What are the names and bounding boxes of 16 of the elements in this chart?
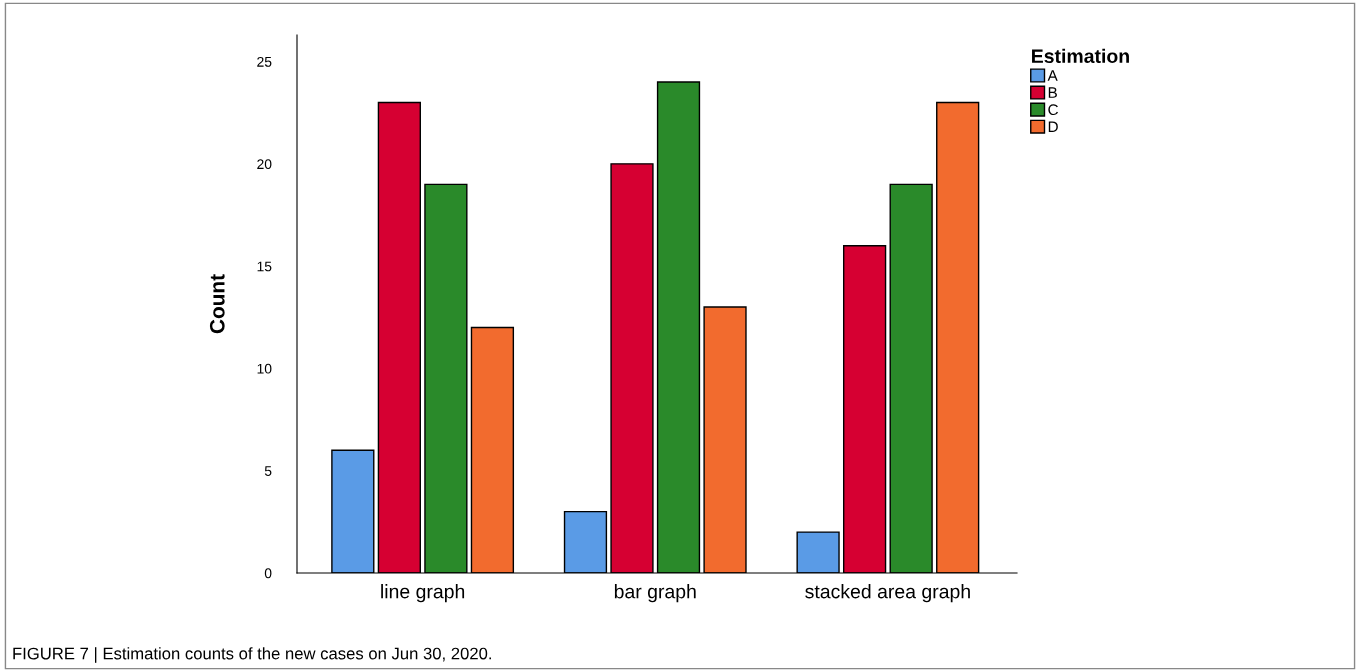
legend-label: D [1048, 121, 1058, 132]
y-tick-label: 0 [264, 568, 272, 579]
y-tick-label: 20 [257, 159, 272, 170]
x-tick-label: bar graph [614, 584, 696, 603]
y-tick-label: 15 [257, 261, 272, 272]
y-tick-label: 10 [257, 363, 272, 374]
y-tick-label: 5 [264, 466, 272, 476]
x-tick-label: stacked area graph [805, 584, 970, 603]
y-axis-title: Count [209, 274, 225, 334]
x-tick-label: line graph [381, 584, 465, 603]
caption: FIGURE 7 | Estimation counts of the new cases on Jun 30, 2020. [13, 647, 491, 663]
legend-title: Estimation [1032, 48, 1129, 64]
legend-label: B [1048, 87, 1057, 98]
y-tick-label: 25 [257, 56, 272, 67]
legend-label: A [1047, 70, 1058, 81]
legend-label: C [1048, 104, 1059, 116]
